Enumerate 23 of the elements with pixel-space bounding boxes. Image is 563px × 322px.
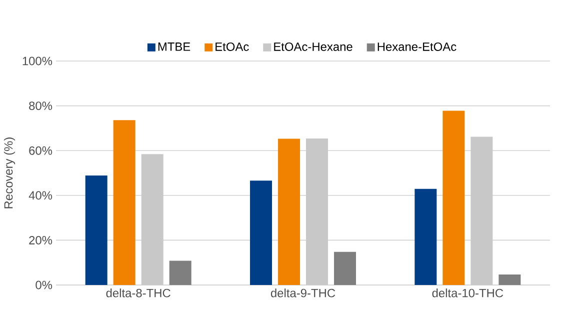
bar — [85, 175, 108, 285]
legend-label: MTBE — [158, 42, 190, 51]
bar — [113, 120, 136, 285]
x-tick-label: delta-10-THC — [432, 288, 504, 298]
bar — [250, 180, 272, 285]
y-tick-label: 80% — [29, 102, 52, 110]
x-tick-label: delta-8-THC — [106, 288, 170, 298]
y-tick-label: 60% — [29, 146, 52, 155]
legend-label: EtOAc — [216, 42, 249, 51]
bar — [334, 252, 356, 285]
bar — [278, 138, 300, 285]
y-tick-label: 0% — [36, 280, 52, 290]
y-tick-label: 40% — [28, 191, 52, 200]
bar — [442, 110, 465, 285]
legend-label: Hexane-EtOAc — [378, 42, 456, 51]
bar — [169, 260, 192, 285]
y-tick-label: 100% — [22, 56, 52, 66]
y-axis-title: Recovery (%) — [4, 138, 16, 208]
legend-label: EtOAc-Hexane — [274, 42, 352, 51]
x-tick-label: delta-9-THC — [270, 288, 336, 298]
bar — [498, 274, 521, 285]
y-tick-label: 20% — [29, 236, 52, 244]
bar — [414, 188, 437, 285]
